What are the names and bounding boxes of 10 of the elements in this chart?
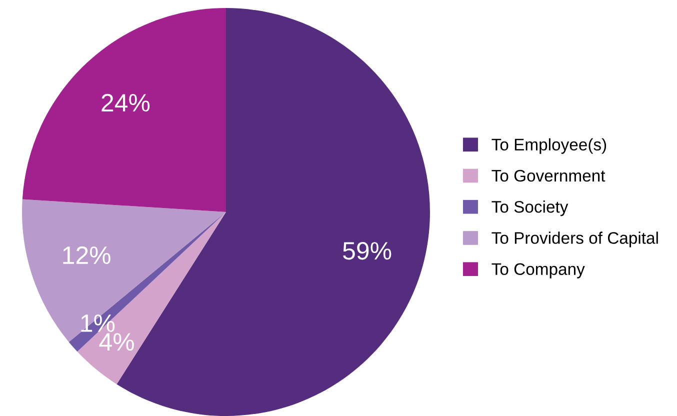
legend-label: To Providers of Capital: [492, 232, 658, 248]
legend-label: To Employee(s): [492, 138, 606, 154]
data-label: 12%: [63, 246, 110, 264]
legend-label: To Company: [492, 263, 585, 278]
legend-label: To Government: [492, 170, 606, 182]
data-label: 4%: [99, 333, 134, 351]
pie-slice: [22, 8, 226, 212]
legend-label: To Society: [492, 200, 568, 216]
data-label: 59%: [343, 242, 392, 260]
data-label: 24%: [102, 94, 150, 112]
